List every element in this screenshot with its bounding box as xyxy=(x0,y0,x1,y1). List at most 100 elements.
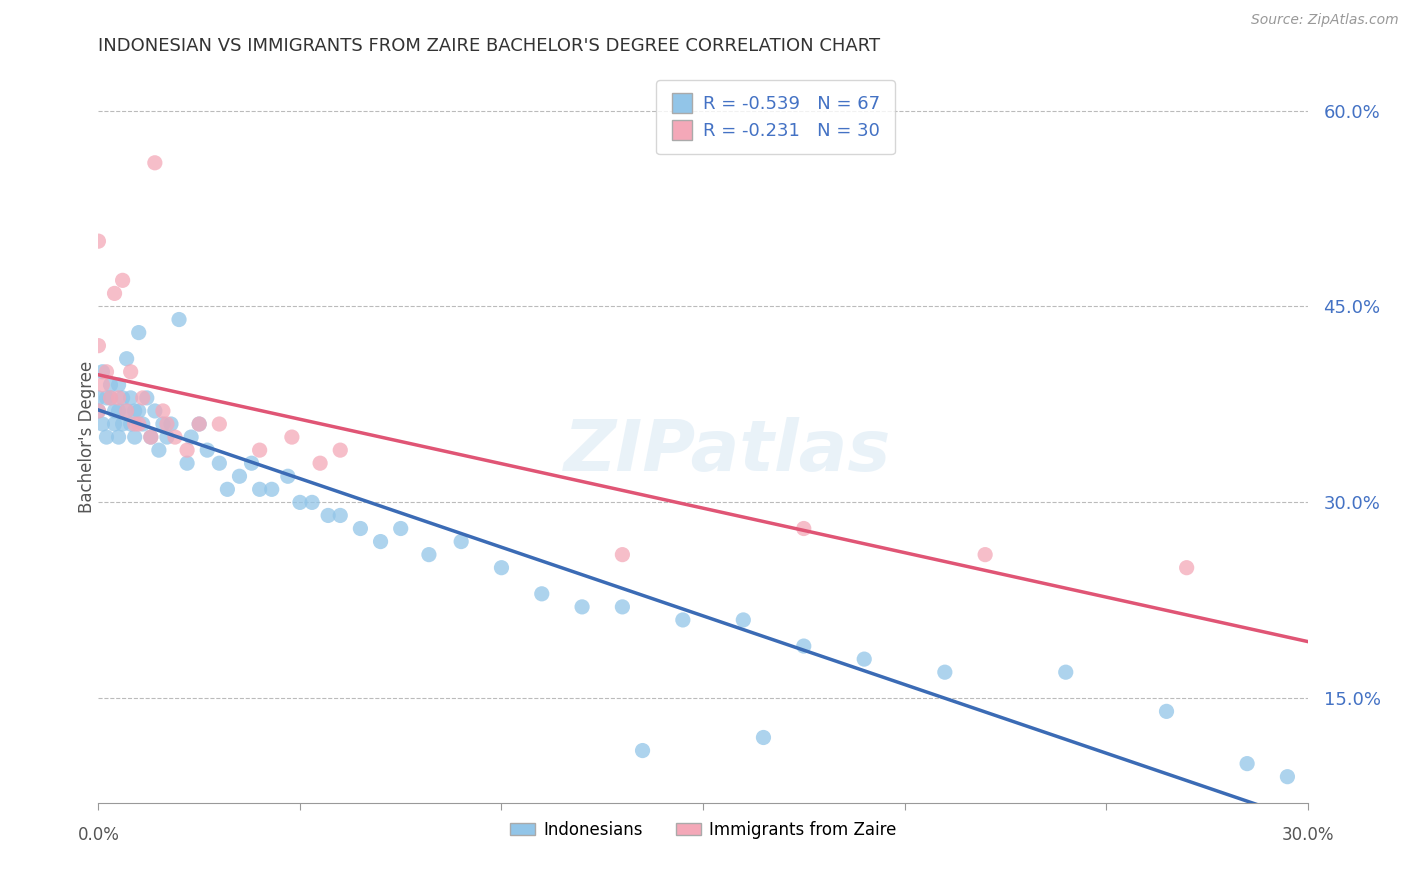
Point xyxy=(249,443,271,458)
Point xyxy=(163,430,186,444)
Text: 30.0%: 30.0% xyxy=(1281,826,1334,845)
Point xyxy=(87,404,110,418)
Point xyxy=(389,521,412,535)
Point xyxy=(124,404,146,418)
Point xyxy=(96,391,118,405)
Point xyxy=(631,743,654,757)
Point xyxy=(91,377,114,392)
Point xyxy=(450,534,472,549)
Point xyxy=(128,417,150,431)
Point xyxy=(115,404,138,418)
Point xyxy=(612,548,634,562)
Point xyxy=(316,508,339,523)
Point xyxy=(188,417,211,431)
Point xyxy=(309,456,332,470)
Point xyxy=(853,652,876,666)
Point xyxy=(107,404,129,418)
Point xyxy=(491,560,513,574)
Point xyxy=(152,404,174,418)
Point xyxy=(143,404,166,418)
Point xyxy=(120,417,142,431)
Point xyxy=(124,430,146,444)
Point xyxy=(107,377,129,392)
Point xyxy=(530,587,553,601)
Point xyxy=(87,404,110,418)
Point xyxy=(91,417,114,431)
Point xyxy=(139,430,162,444)
Point xyxy=(176,456,198,470)
Point xyxy=(111,273,134,287)
Point xyxy=(612,599,634,614)
Point xyxy=(167,312,190,326)
Point xyxy=(160,417,183,431)
Point xyxy=(128,326,150,340)
Point xyxy=(103,417,125,431)
Point xyxy=(329,443,352,458)
Point xyxy=(1156,705,1178,719)
Point xyxy=(1277,770,1299,784)
Point xyxy=(124,417,146,431)
Point xyxy=(418,548,440,562)
Point xyxy=(103,404,125,418)
Point xyxy=(301,495,323,509)
Point xyxy=(152,417,174,431)
Point xyxy=(96,430,118,444)
Point xyxy=(208,417,231,431)
Point xyxy=(370,534,392,549)
Point xyxy=(91,365,114,379)
Text: 0.0%: 0.0% xyxy=(77,826,120,845)
Point xyxy=(195,443,218,458)
Point xyxy=(974,548,997,562)
Point xyxy=(188,417,211,431)
Point xyxy=(349,521,371,535)
Point xyxy=(277,469,299,483)
Point xyxy=(148,443,170,458)
Point xyxy=(115,404,138,418)
Point xyxy=(107,391,129,405)
Point xyxy=(100,391,122,405)
Point xyxy=(934,665,956,680)
Point xyxy=(87,391,110,405)
Point xyxy=(120,391,142,405)
Text: Source: ZipAtlas.com: Source: ZipAtlas.com xyxy=(1251,13,1399,28)
Point xyxy=(107,430,129,444)
Point xyxy=(672,613,695,627)
Legend: Indonesians, Immigrants from Zaire: Indonesians, Immigrants from Zaire xyxy=(503,814,903,846)
Point xyxy=(249,483,271,497)
Point xyxy=(733,613,755,627)
Point xyxy=(228,469,250,483)
Point xyxy=(87,339,110,353)
Point xyxy=(120,365,142,379)
Text: INDONESIAN VS IMMIGRANTS FROM ZAIRE BACHELOR'S DEGREE CORRELATION CHART: INDONESIAN VS IMMIGRANTS FROM ZAIRE BACH… xyxy=(98,37,880,54)
Text: ZIPatlas: ZIPatlas xyxy=(564,417,891,486)
Point xyxy=(793,639,815,653)
Point xyxy=(87,234,110,248)
Point xyxy=(156,417,179,431)
Y-axis label: Bachelor's Degree: Bachelor's Degree xyxy=(79,361,96,513)
Point xyxy=(217,483,239,497)
Point xyxy=(208,456,231,470)
Point xyxy=(260,483,283,497)
Point xyxy=(571,599,593,614)
Point xyxy=(752,731,775,745)
Point xyxy=(100,391,122,405)
Point xyxy=(111,391,134,405)
Point xyxy=(1175,560,1198,574)
Point xyxy=(180,430,202,444)
Point xyxy=(96,365,118,379)
Point xyxy=(135,391,157,405)
Point xyxy=(1054,665,1077,680)
Point xyxy=(103,286,125,301)
Point xyxy=(132,417,155,431)
Point xyxy=(128,404,150,418)
Point xyxy=(288,495,311,509)
Point xyxy=(143,155,166,169)
Point xyxy=(139,430,162,444)
Point xyxy=(111,417,134,431)
Point xyxy=(156,430,179,444)
Point xyxy=(100,377,122,392)
Point xyxy=(132,391,155,405)
Point xyxy=(329,508,352,523)
Point xyxy=(176,443,198,458)
Point xyxy=(793,521,815,535)
